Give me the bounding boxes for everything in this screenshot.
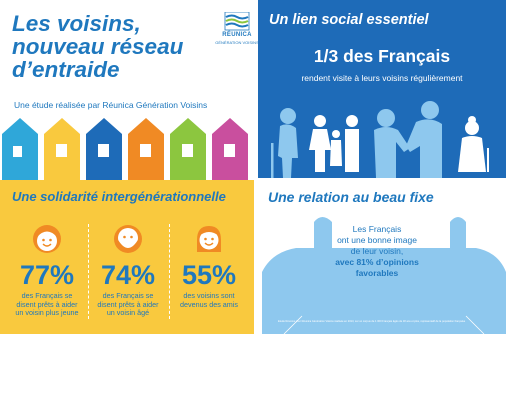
face-icon bbox=[33, 225, 61, 253]
stat-value: 77% bbox=[19, 260, 75, 290]
title-line: Les voisins, bbox=[12, 11, 141, 36]
house-icon bbox=[128, 118, 164, 180]
social-panel: Un lien social essentiel 1/3 des Françai… bbox=[258, 0, 506, 178]
house-icon bbox=[170, 118, 206, 180]
social-text: rendent visite à leurs voisins régulière… bbox=[301, 73, 463, 83]
handshake-icon bbox=[262, 217, 506, 334]
face-icon bbox=[197, 226, 221, 252]
stat-block: 74% des Français se disent prêts à aider… bbox=[89, 224, 167, 318]
section-title: Un lien social essentiel bbox=[269, 12, 429, 28]
footnote: Étude Réunica pour Réunica Génération Vo… bbox=[278, 320, 466, 323]
divider bbox=[88, 224, 89, 319]
logo-name: RÉUNICA bbox=[222, 32, 252, 38]
house-icon bbox=[212, 118, 248, 180]
relation-line: ont une bonne image bbox=[337, 235, 417, 245]
reunica-logo: RÉUNICA GÉNÉRATION VOISINS bbox=[212, 11, 262, 50]
section-title: Une solidarité intergénérationnelle bbox=[12, 189, 226, 204]
relation-highlight: favorables bbox=[355, 268, 399, 278]
title-line: d’entraide bbox=[12, 57, 120, 82]
subtitle: Une étude réalisée par Réunica Génératio… bbox=[14, 100, 208, 110]
people-icon bbox=[271, 101, 489, 178]
relation-text: Les Français ont une bonne image de leur… bbox=[312, 224, 442, 279]
title-line: nouveau réseau bbox=[12, 34, 184, 59]
social-stat: 1/3 des Français bbox=[313, 46, 451, 66]
relation-highlight: avec 81% d’opinions bbox=[335, 257, 419, 267]
section-title: Une relation au beau fixe bbox=[268, 189, 434, 205]
stat-value: 74% bbox=[100, 260, 156, 290]
logo-subname: GÉNÉRATION VOISINS bbox=[215, 40, 259, 45]
relation-line: Les Français bbox=[352, 224, 402, 234]
stat-block: 77% des Français se disent prêts à aider… bbox=[8, 224, 86, 318]
house-icon bbox=[44, 118, 80, 180]
divider bbox=[169, 224, 170, 319]
stat-text: des voisins sont devenus des amis bbox=[180, 291, 238, 309]
stat-block: 55% des voisins sont devenus des amis bbox=[170, 224, 248, 309]
face-icon bbox=[114, 225, 142, 253]
houses-row bbox=[2, 118, 248, 180]
stat-value: 55% bbox=[181, 260, 237, 290]
house-icon bbox=[2, 118, 38, 180]
relation-line: de leur voisin, bbox=[350, 246, 404, 256]
page-title: Les voisins, nouveau réseau d’entraide bbox=[12, 12, 222, 81]
stat-text: des Français se disent prêts à aider un … bbox=[97, 291, 159, 318]
logo-waves-icon bbox=[224, 11, 250, 31]
house-icon bbox=[86, 118, 122, 180]
stat-text: des Français se disent prêts à aider un … bbox=[15, 291, 79, 318]
solidarity-panel: Une solidarité intergénérationnelle 77% … bbox=[0, 180, 254, 334]
